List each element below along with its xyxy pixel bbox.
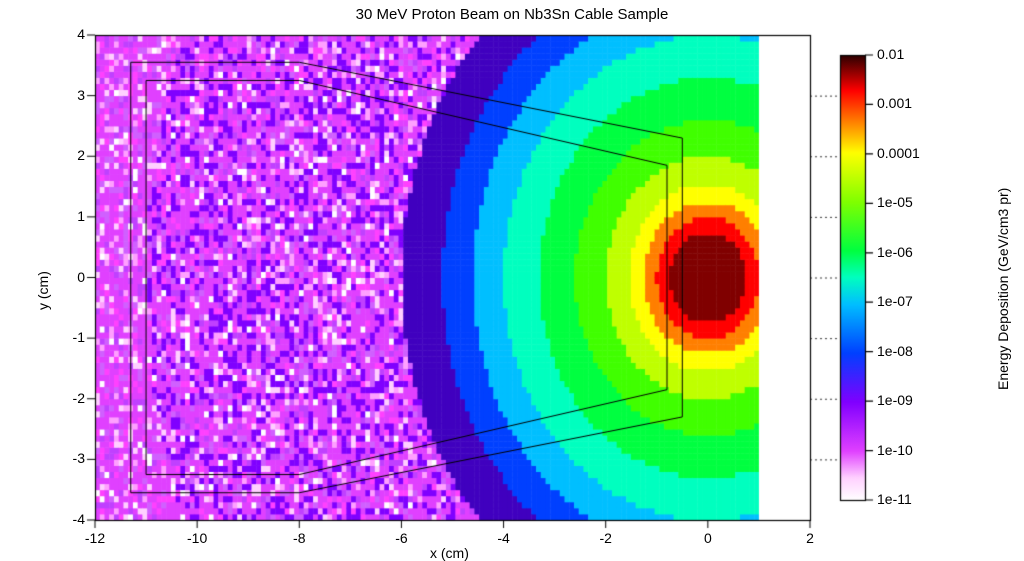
x-tick-label: 0	[693, 530, 723, 546]
x-tick-label: -8	[284, 530, 314, 546]
y-axis-label: y (cm)	[35, 271, 51, 310]
x-axis-label: x (cm)	[430, 545, 469, 561]
x-tick-label: -6	[386, 530, 416, 546]
y-tick-label: 2	[57, 147, 85, 163]
x-tick-label: -12	[80, 530, 110, 546]
colorbar-tick-label: 1e-11	[877, 491, 912, 507]
colorbar-tick-label: 1e-08	[877, 343, 913, 359]
colorbar-tick-label: 1e-05	[877, 194, 913, 210]
colorbar-tick-label: 1e-09	[877, 392, 913, 408]
x-tick-label: -10	[182, 530, 212, 546]
y-tick-label: 0	[57, 269, 85, 285]
y-tick-label: 1	[57, 208, 85, 224]
y-tick-label: 4	[57, 26, 85, 42]
colorbar-tick-label: 0.001	[877, 95, 912, 111]
y-tick-label: -4	[57, 511, 85, 527]
chart-title: 30 MeV Proton Beam on Nb3Sn Cable Sample	[0, 6, 1024, 23]
colorbar-tick-label: 0.0001	[877, 145, 920, 161]
y-tick-label: 3	[57, 87, 85, 103]
heatmap-plot	[0, 0, 1024, 561]
x-tick-label: -2	[591, 530, 621, 546]
y-tick-label: -3	[57, 450, 85, 466]
colorbar-tick-label: 1e-07	[877, 293, 913, 309]
x-tick-label: 2	[795, 530, 825, 546]
x-tick-label: -4	[489, 530, 519, 546]
colorbar-label: Energy Deposition (GeV/cm3 pr)	[995, 188, 1011, 390]
colorbar-tick-label: 1e-06	[877, 244, 913, 260]
colorbar-tick-label: 1e-10	[877, 442, 913, 458]
y-tick-label: -1	[57, 329, 85, 345]
colorbar-tick-label: 0.01	[877, 46, 904, 62]
y-tick-label: -2	[57, 390, 85, 406]
